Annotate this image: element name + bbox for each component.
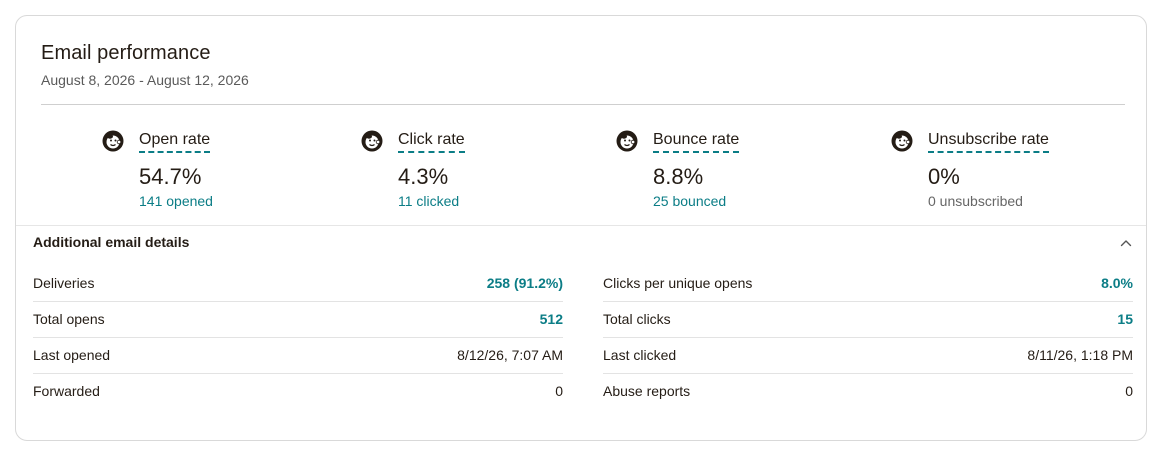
stat-value: 8.8% bbox=[653, 164, 704, 189]
stat-subtext: 141 opened bbox=[139, 193, 213, 209]
detail-value-link[interactable]: 15 bbox=[1117, 311, 1133, 327]
detail-key: Total opens bbox=[33, 311, 105, 327]
detail-row-total-opens: Total opens 512 bbox=[33, 302, 563, 338]
detail-value: 0 bbox=[1125, 383, 1133, 399]
detail-value-link[interactable]: 512 bbox=[539, 311, 563, 327]
detail-row-abuse-reports: Abuse reports 0 bbox=[603, 374, 1133, 410]
detail-row-total-clicks: Total clicks 15 bbox=[603, 302, 1133, 338]
detail-row-clicks-per-unique-opens: Clicks per unique opens 8.0% bbox=[603, 266, 1133, 302]
detail-key: Last opened bbox=[33, 347, 111, 363]
detail-value: 8/12/26, 7:07 AM bbox=[457, 347, 563, 363]
detail-key: Deliveries bbox=[33, 275, 95, 291]
mailchimp-freddie-icon bbox=[891, 130, 913, 152]
mailchimp-freddie-icon bbox=[102, 130, 124, 152]
card-title: Email performance bbox=[41, 42, 211, 64]
detail-value: 0 bbox=[555, 383, 563, 399]
detail-value: 8/11/26, 1:18 PM bbox=[1027, 347, 1133, 363]
detail-key: Abuse reports bbox=[603, 383, 691, 399]
mailchimp-freddie-icon bbox=[361, 130, 383, 152]
stat-value: 54.7% bbox=[139, 164, 202, 189]
detail-row-last-clicked: Last clicked 8/11/26, 1:18 PM bbox=[603, 338, 1133, 374]
section-divider bbox=[16, 225, 1146, 226]
date-range: August 8, 2026 - August 12, 2026 bbox=[41, 72, 249, 88]
detail-key: Total clicks bbox=[603, 311, 671, 327]
email-performance-card: Email performance August 8, 2026 - Augus… bbox=[15, 15, 1147, 441]
stat-subtext: 0 unsubscribed bbox=[928, 193, 1023, 209]
detail-row-forwarded: Forwarded 0 bbox=[33, 374, 563, 410]
stat-label[interactable]: Open rate bbox=[139, 130, 211, 153]
stat-label[interactable]: Click rate bbox=[398, 130, 465, 153]
header-divider bbox=[41, 104, 1125, 105]
detail-value-link[interactable]: 8.0% bbox=[1101, 275, 1133, 291]
detail-key: Clicks per unique opens bbox=[603, 275, 753, 291]
stat-subtext: 25 bounced bbox=[653, 193, 727, 209]
detail-row-last-opened: Last opened 8/12/26, 7:07 AM bbox=[33, 338, 563, 374]
detail-key: Forwarded bbox=[33, 383, 100, 399]
stat-label[interactable]: Unsubscribe rate bbox=[928, 130, 1049, 153]
stat-label[interactable]: Bounce rate bbox=[653, 130, 740, 153]
details-title: Additional email details bbox=[33, 234, 190, 250]
detail-row-deliveries: Deliveries 258 (91.2%) bbox=[33, 266, 563, 302]
mailchimp-freddie-icon bbox=[616, 130, 638, 152]
stat-value: 4.3% bbox=[398, 164, 449, 189]
chevron-up-icon[interactable] bbox=[1117, 234, 1135, 252]
stat-subtext: 11 clicked bbox=[398, 193, 460, 209]
detail-value-link[interactable]: 258 (91.2%) bbox=[486, 275, 563, 291]
details-right-column: Clicks per unique opens 8.0% Total click… bbox=[603, 266, 1133, 410]
details-left-column: Deliveries 258 (91.2%) Total opens 512 L… bbox=[33, 266, 563, 410]
detail-key: Last clicked bbox=[603, 347, 677, 363]
stat-value: 0% bbox=[928, 164, 960, 189]
